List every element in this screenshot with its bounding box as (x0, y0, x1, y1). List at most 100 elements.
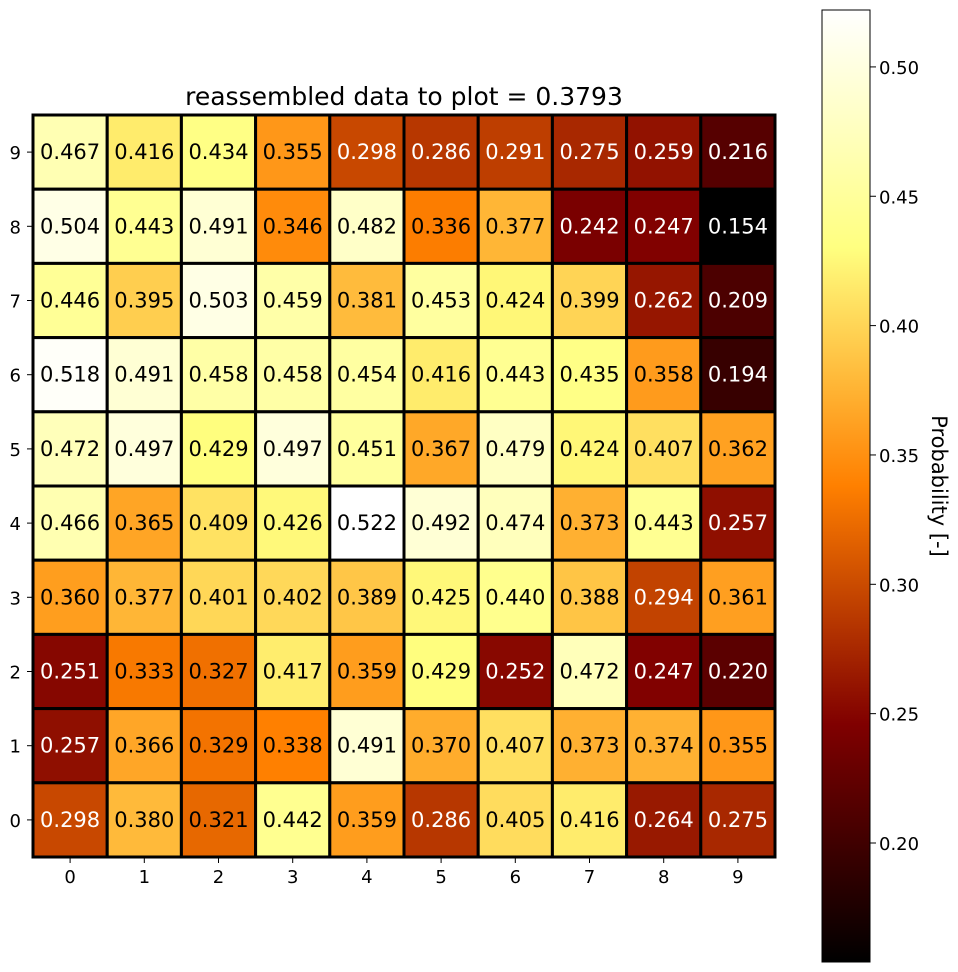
cell-value-label: 0.366 (114, 734, 174, 758)
heatmap-cell (179, 261, 258, 340)
cell-value-label: 0.504 (40, 214, 100, 238)
cell-value-label: 0.275 (559, 140, 619, 164)
heatmap-cell (402, 410, 480, 488)
x-tick-label: 0 (64, 867, 75, 888)
y-tick-label: 0 (10, 811, 21, 832)
heatmap-cell (31, 781, 109, 859)
cell-value-label: 0.360 (40, 585, 100, 609)
heatmap-cell (105, 632, 183, 711)
cell-value-label: 0.497 (263, 437, 323, 461)
cell-value-label: 0.492 (411, 511, 471, 535)
heatmap-cell (476, 336, 554, 414)
cell-value-label: 0.154 (708, 214, 768, 238)
cell-value-label: 0.361 (708, 585, 768, 609)
cell-value-label: 0.491 (337, 734, 397, 758)
colorbar-tick-label: 0.30 (879, 575, 919, 596)
cell-value-label: 0.381 (337, 289, 397, 313)
cell-value-label: 0.407 (485, 734, 545, 758)
y-tick-label: 3 (10, 588, 21, 609)
colorbar-tick-label: 0.25 (879, 705, 919, 726)
heatmap-cell (476, 187, 554, 265)
cell-value-label: 0.257 (708, 511, 768, 535)
cell-value-label: 0.333 (114, 660, 174, 684)
heatmap-cell (699, 707, 777, 785)
cell-value-label: 0.362 (708, 437, 768, 461)
cell-value-label: 0.298 (337, 140, 397, 164)
y-tick-label: 5 (10, 440, 21, 461)
cell-value-label: 0.298 (40, 808, 100, 832)
cell-value-label: 0.443 (114, 214, 174, 238)
heatmap-cell (328, 632, 406, 711)
cell-value-label: 0.417 (263, 660, 323, 684)
cell-value-label: 0.367 (411, 437, 471, 461)
heatmap-cell (699, 410, 777, 488)
cell-value-label: 0.389 (337, 585, 397, 609)
cell-value-label: 0.446 (40, 289, 100, 313)
heatmap-cell (179, 632, 258, 711)
colorbar-tick-label: 0.50 (879, 58, 919, 79)
heatmap-cell (699, 558, 777, 636)
cell-value-label: 0.294 (634, 585, 694, 609)
cell-value-label: 0.416 (114, 140, 174, 164)
cell-value-label: 0.194 (708, 363, 768, 387)
cell-value-label: 0.407 (634, 437, 694, 461)
cell-value-label: 0.373 (559, 734, 619, 758)
cell-value-label: 0.346 (263, 214, 323, 238)
cell-value-label: 0.479 (485, 437, 545, 461)
cell-value-label: 0.373 (559, 511, 619, 535)
cell-value-label: 0.497 (114, 437, 174, 461)
x-tick-label: 5 (435, 867, 446, 888)
cell-value-label: 0.454 (337, 363, 397, 387)
heatmap-cell (179, 484, 258, 562)
heatmap-cell (254, 632, 332, 711)
heatmap-cell (402, 484, 480, 562)
x-tick-label: 6 (510, 867, 521, 888)
cell-value-label: 0.451 (337, 437, 397, 461)
cell-value-label: 0.409 (188, 511, 248, 535)
cell-value-label: 0.458 (263, 363, 323, 387)
heatmap-cell (476, 632, 554, 711)
cell-value-label: 0.370 (411, 734, 471, 758)
cell-value-label: 0.355 (263, 140, 323, 164)
cell-value-label: 0.443 (485, 363, 545, 387)
cell-value-label: 0.429 (411, 660, 471, 684)
heatmap-cell (476, 558, 554, 636)
y-tick-label: 4 (10, 514, 21, 535)
cell-value-label: 0.429 (188, 437, 248, 461)
x-tick-label: 2 (213, 867, 224, 888)
heatmap-cell (402, 113, 480, 191)
x-tick-label: 8 (658, 867, 669, 888)
heatmap-cell (625, 707, 703, 785)
heatmap-cell (105, 707, 183, 785)
heatmap-cell (550, 558, 629, 636)
cell-value-label: 0.435 (559, 363, 619, 387)
heatmap-cell (625, 187, 703, 265)
y-tick-label: 1 (10, 737, 21, 758)
cell-value-label: 0.275 (708, 808, 768, 832)
cell-value-label: 0.440 (485, 585, 545, 609)
cell-value-label: 0.327 (188, 660, 248, 684)
y-tick-label: 9 (10, 143, 21, 164)
cell-value-label: 0.472 (559, 660, 619, 684)
x-tick-label: 1 (139, 867, 150, 888)
heatmap-cell (625, 632, 703, 711)
cell-value-label: 0.286 (411, 808, 471, 832)
cell-value-label: 0.425 (411, 585, 471, 609)
cell-value-label: 0.467 (40, 140, 100, 164)
x-tick-label: 7 (584, 867, 595, 888)
heatmap-cell (402, 781, 480, 859)
heatmap-cell (476, 707, 554, 785)
cell-value-label: 0.472 (40, 437, 100, 461)
cell-value-label: 0.491 (114, 363, 174, 387)
heatmap-cell (699, 113, 777, 191)
colorbar-tick-label: 0.40 (879, 317, 919, 338)
cell-value-label: 0.377 (485, 214, 545, 238)
cell-value-label: 0.359 (337, 660, 397, 684)
heatmap-cell (550, 632, 629, 711)
cell-value-label: 0.251 (40, 660, 100, 684)
cell-value-label: 0.286 (411, 140, 471, 164)
x-tick-label: 9 (732, 867, 743, 888)
heatmap-cell (402, 558, 480, 636)
cell-value-label: 0.262 (634, 289, 694, 313)
cell-value-label: 0.252 (485, 660, 545, 684)
